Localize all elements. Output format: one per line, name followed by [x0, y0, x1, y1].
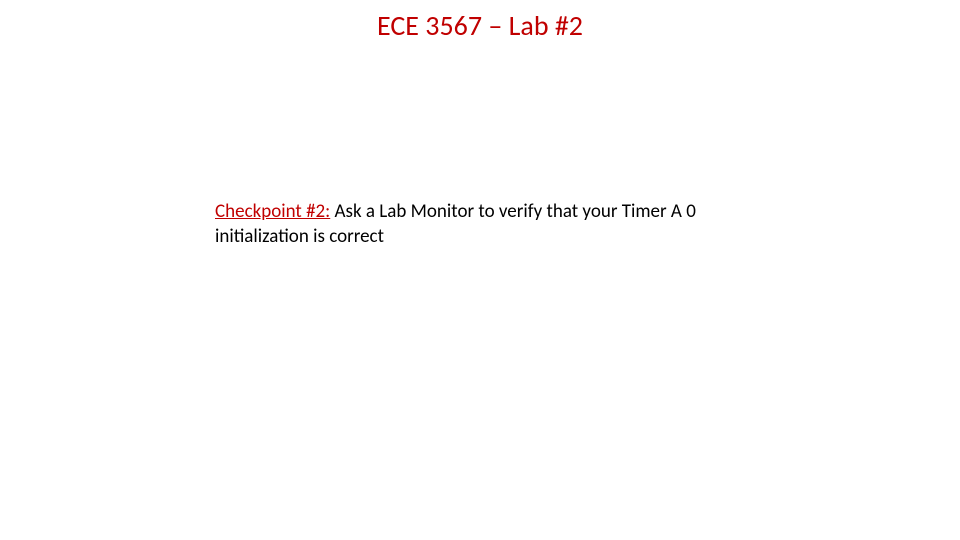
slide-title: ECE 3567 – Lab #2: [0, 8, 960, 43]
checkpoint-label: Checkpoint #2:: [215, 200, 330, 223]
checkpoint-text: Checkpoint #2: Ask a Lab Monitor to veri…: [215, 200, 755, 249]
